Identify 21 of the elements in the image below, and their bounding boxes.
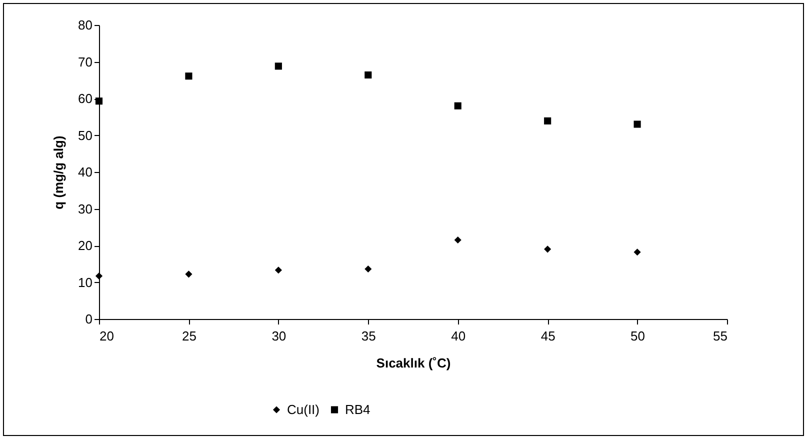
y-tick-label: 20 [78,238,92,253]
x-tick-label: 20 [100,328,114,344]
legend-label: Cu(II) [287,402,320,417]
y-tick-label: 40 [78,164,92,180]
x-tick-label: 55 [713,328,728,344]
x-tick-label: 50 [630,328,646,344]
legend-label: RB4 [345,402,370,417]
y-tick-label: 30 [78,201,92,216]
y-tick-label: 50 [78,128,92,143]
y-tick-label: 60 [78,91,92,106]
x-tick-label: 30 [272,328,286,344]
y-tick-label: 0 [85,312,92,326]
y-axis-title: q (mg/g alg) [51,136,66,210]
y-tick-label: 10 [78,274,92,290]
x-tick-label: 40 [451,328,466,344]
x-tick-label: 45 [540,328,556,344]
x-tick-label: 25 [182,328,196,344]
y-tick-label: 80 [78,18,92,32]
x-axis-title: Sıcaklık (˚C) [376,356,451,370]
y-tick-label: 70 [78,54,92,70]
x-tick-label: 35 [361,328,376,344]
